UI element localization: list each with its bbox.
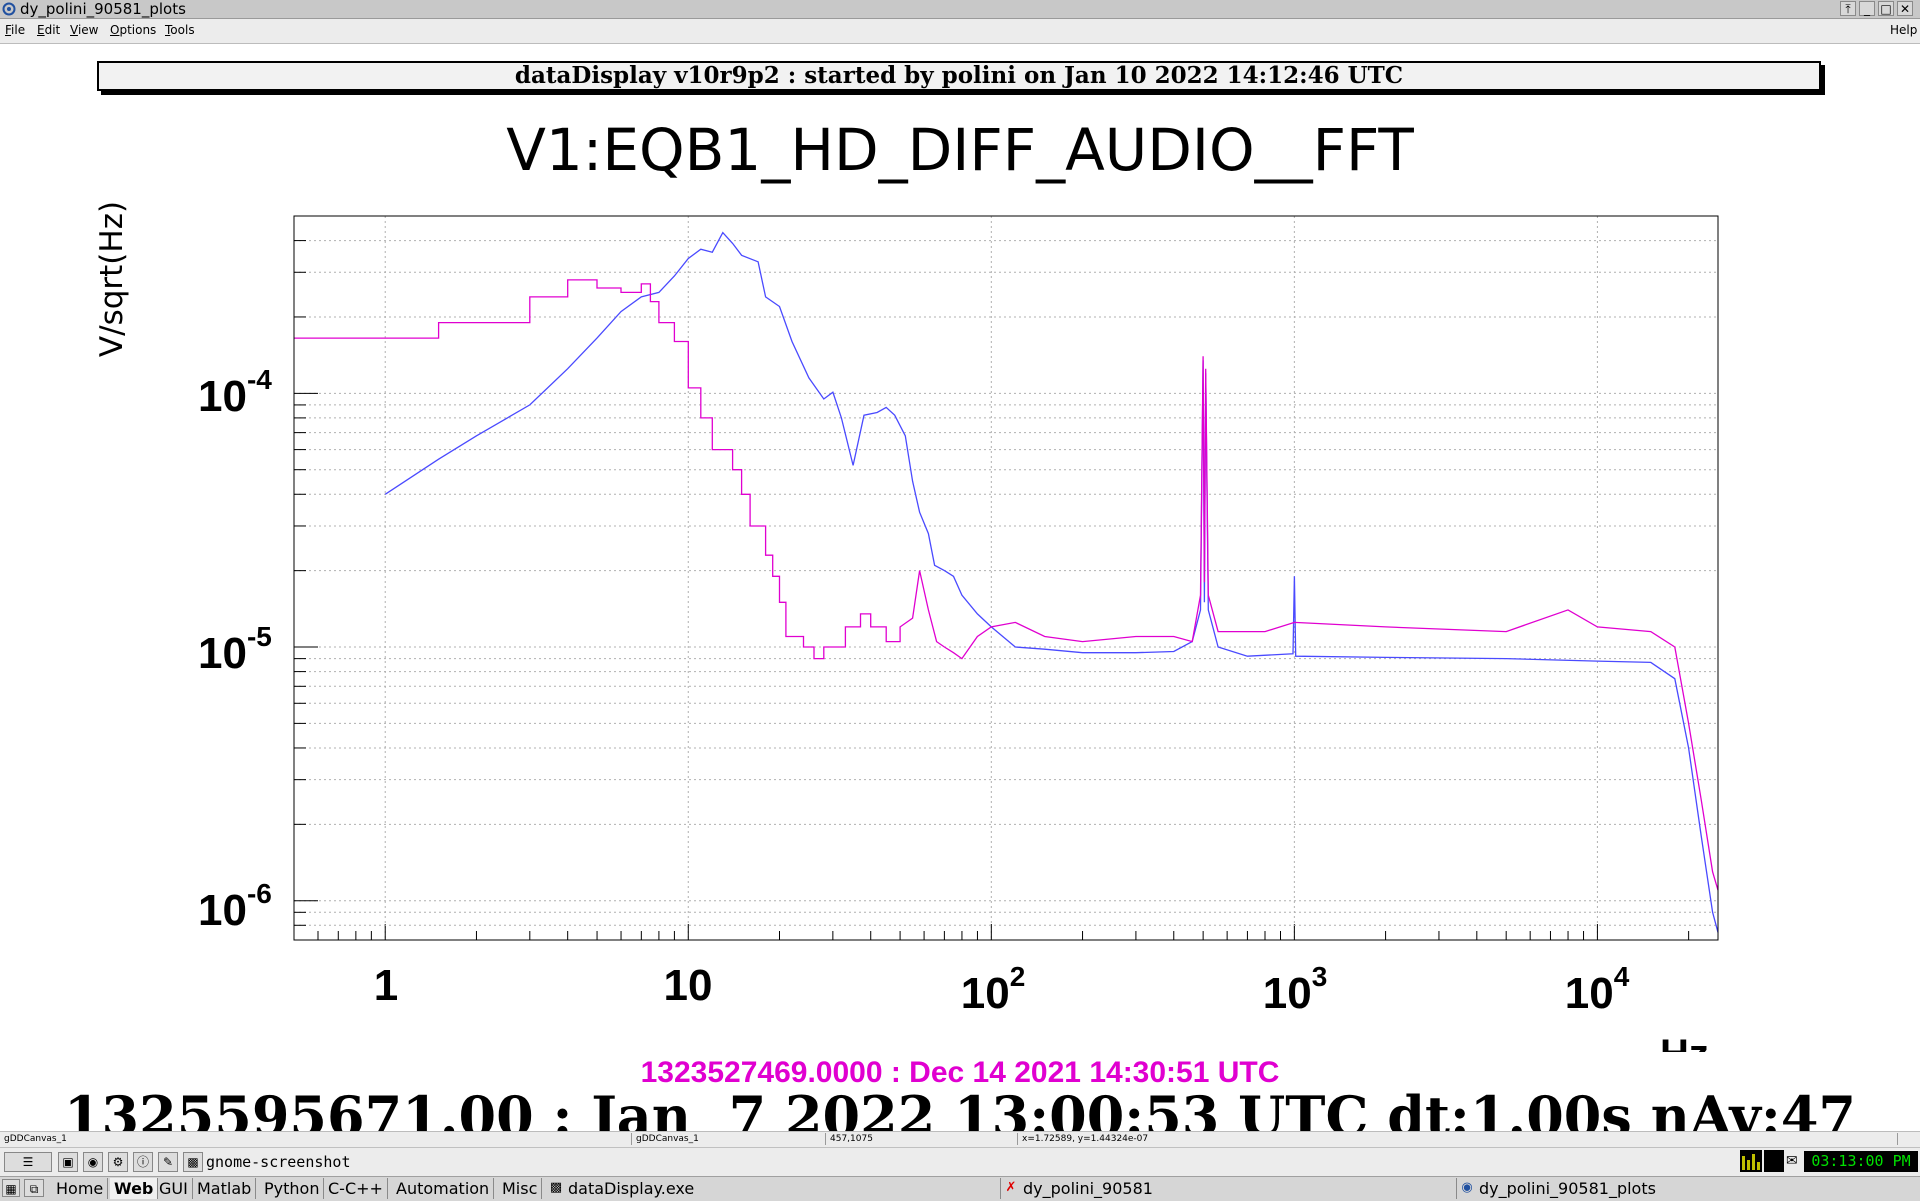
- menu-edit-label: dit: [44, 23, 61, 37]
- net-monitor-icon: [1764, 1150, 1784, 1172]
- x-tick-label-100: 102: [961, 961, 1026, 1019]
- x-tick-label-10: 10: [664, 961, 713, 1011]
- x-tick-label-1000: 103: [1263, 961, 1328, 1019]
- plot-title: V1:EQB1_HD_DIFF_AUDIO__FFT: [506, 116, 1414, 184]
- pin-icon[interactable]: ⤒: [1840, 1, 1856, 16]
- y-tick-exp: -6: [246, 878, 272, 909]
- y-tick-exp: -5: [246, 621, 272, 652]
- plot-canvas[interactable]: dataDisplay v10r9p2 : started by polini …: [0, 44, 1920, 1148]
- help-icon[interactable]: ⓘ: [133, 1152, 153, 1172]
- settings-icon[interactable]: ⚙: [108, 1152, 128, 1172]
- x-tick-exp: 4: [1613, 961, 1630, 992]
- x-tick-base: 10: [1564, 969, 1614, 1018]
- tab-gui[interactable]: GUI: [155, 1178, 193, 1199]
- tab-python[interactable]: Python: [260, 1178, 325, 1199]
- taskbar: ▦ ⧉ Home Web GUI Matlab Python C-C++ Aut…: [0, 1176, 1920, 1201]
- tab-misc[interactable]: Misc: [498, 1178, 543, 1199]
- reference-time: 1323527469.0000 : Dec 14 2021 14:30:51 U…: [640, 1056, 1280, 1089]
- gnome-icon: ◉: [1461, 1180, 1473, 1195]
- task-label: dy_polini_90581_plots: [1479, 1179, 1656, 1198]
- menu-view-accel: V: [70, 23, 78, 37]
- system-menu-icon[interactable]: ☰: [4, 1152, 52, 1172]
- window-titlebar: dy_polini_90581_plots ⤒ _ □ ✕: [0, 0, 1920, 19]
- close-icon[interactable]: ✕: [1897, 1, 1913, 16]
- x-tick-label-10000: 104: [1565, 961, 1630, 1019]
- task-datadisplay[interactable]: ▩ dataDisplay.exe: [546, 1178, 694, 1199]
- task-label: dataDisplay.exe: [568, 1179, 695, 1198]
- window-title: dy_polini_90581_plots: [20, 0, 186, 18]
- launcher-panel: ☰ ▣ ◉ ⚙ ⓘ ✎ ▩ gnome-screenshot ✉ 03:13:0…: [0, 1147, 1920, 1176]
- mail-icon[interactable]: ✉: [1786, 1153, 1798, 1169]
- menu-tools[interactable]: Tools: [165, 23, 195, 37]
- maximize-icon[interactable]: □: [1878, 1, 1894, 16]
- banner: dataDisplay v10r9p2 : started by polini …: [97, 61, 1821, 91]
- plot-svg[interactable]: [0, 44, 1920, 1130]
- x-tick-exp: 3: [1311, 961, 1328, 992]
- x-axis-unit: Hz: [1660, 1034, 1720, 1052]
- plot-frame: [293, 215, 1719, 941]
- status-object-name: gDDCanvas_1: [632, 1133, 826, 1145]
- show-desktop-icon[interactable]: ▣: [58, 1152, 78, 1172]
- x-tick-base: 1: [373, 961, 399, 1010]
- task-dy-polini-plots[interactable]: ◉ dy_polini_90581_plots: [1456, 1178, 1656, 1199]
- menubar: File Edit View Options Tools Help: [0, 19, 1920, 44]
- editor-icon[interactable]: ✎: [158, 1152, 178, 1172]
- menu-edit-accel: E: [37, 23, 45, 37]
- minimize-icon[interactable]: _: [1859, 1, 1875, 16]
- x-tick-label-1: 1: [374, 961, 398, 1011]
- menu-view-label: iew: [77, 23, 99, 37]
- x-tick-base: 10: [1262, 969, 1312, 1018]
- menu-file-accel: F: [5, 23, 12, 37]
- menu-view[interactable]: View: [70, 23, 98, 37]
- series-line-1: [294, 279, 1719, 891]
- menu-options[interactable]: Options: [110, 23, 156, 37]
- menu-grid-icon[interactable]: ▦: [2, 1179, 20, 1197]
- firefox-icon[interactable]: ◉: [83, 1152, 103, 1172]
- y-tick-label-1e-4: 10-4: [198, 364, 272, 422]
- y-tick-base: 10: [198, 372, 247, 421]
- tab-home[interactable]: Home: [52, 1178, 109, 1199]
- statusbar: gDDCanvas_1 gDDCanvas_1 457,1075 x=1.725…: [0, 1131, 1920, 1147]
- menu-file[interactable]: File: [5, 23, 25, 37]
- tab-cpp[interactable]: C-C++: [324, 1178, 388, 1199]
- status-pixel-coords: 457,1075: [826, 1133, 1018, 1145]
- menu-file-label: ile: [11, 23, 26, 37]
- plot-area: [294, 216, 1718, 940]
- clock[interactable]: 03:13:00 PM: [1804, 1151, 1918, 1172]
- y-tick-base: 10: [198, 629, 247, 678]
- x-tick-base: 10: [663, 961, 713, 1010]
- y-tick-exp: -4: [246, 364, 272, 395]
- status-data-coords: x=1.72589, y=1.44324e-07: [1018, 1133, 1898, 1145]
- x-icon: ✗: [1005, 1180, 1017, 1195]
- menu-edit[interactable]: Edit: [37, 23, 60, 37]
- task-label: dy_polini_90581: [1023, 1179, 1153, 1198]
- x-tick-base: 10: [960, 969, 1010, 1018]
- y-tick-label-1e-5: 10-5: [198, 621, 272, 679]
- y-tick-label-1e-6: 10-6: [198, 878, 272, 936]
- command-entry[interactable]: gnome-screenshot: [206, 1153, 351, 1171]
- status-object-type: gDDCanvas_1: [0, 1133, 632, 1145]
- task-dy-polini[interactable]: ✗ dy_polini_90581: [1000, 1178, 1153, 1199]
- menu-tools-accel: T: [165, 23, 171, 37]
- menu-options-label: ptions: [119, 23, 157, 37]
- series-line-0: [384, 231, 1719, 933]
- y-tick-base: 10: [198, 886, 247, 935]
- menu-tools-label: ools: [170, 23, 195, 37]
- window-list-icon[interactable]: ⧉: [24, 1179, 44, 1197]
- app-icon: [2, 2, 16, 16]
- menu-options-accel: O: [110, 23, 120, 37]
- menu-help[interactable]: Help: [1890, 23, 1918, 37]
- terminal-icon[interactable]: ▩: [183, 1152, 203, 1172]
- cpu-monitor-icon: [1740, 1150, 1762, 1172]
- tab-web[interactable]: Web: [110, 1178, 159, 1199]
- terminal-icon: ▩: [549, 1180, 563, 1195]
- tab-matlab[interactable]: Matlab: [193, 1178, 257, 1199]
- tab-automation[interactable]: Automation: [392, 1178, 495, 1199]
- x-tick-exp: 2: [1009, 961, 1026, 992]
